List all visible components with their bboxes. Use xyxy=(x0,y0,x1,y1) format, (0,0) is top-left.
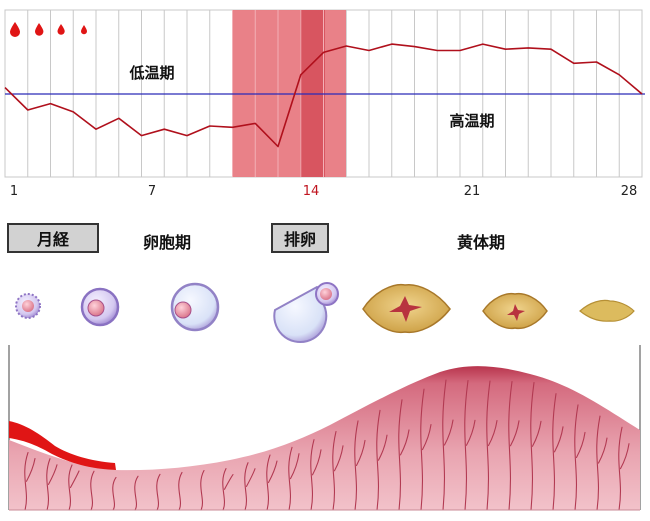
blood-drop-icon xyxy=(10,22,20,37)
vessel xyxy=(90,470,95,511)
vessel xyxy=(46,458,51,511)
vessel-branch xyxy=(553,426,564,453)
vessel xyxy=(398,399,403,511)
vessel xyxy=(332,431,337,511)
vessel xyxy=(266,454,271,511)
vessel xyxy=(486,380,491,511)
low-temperature-label: 低温期 xyxy=(128,64,174,82)
vessel xyxy=(442,379,447,511)
vessel xyxy=(156,473,161,511)
blood-drop-icon xyxy=(81,25,87,35)
vessel-branch xyxy=(575,431,586,459)
vessel xyxy=(222,468,227,511)
vessel-branch xyxy=(69,470,80,489)
vessel-branch xyxy=(289,453,300,480)
vessel xyxy=(112,476,117,511)
vessel-branch xyxy=(443,419,454,446)
vessel-branch xyxy=(465,419,476,446)
menstruation-drop-icons xyxy=(10,22,87,37)
vessel xyxy=(574,404,579,511)
vessel xyxy=(596,415,601,511)
vessel-branch xyxy=(597,437,608,464)
ovary-stages-illustration xyxy=(15,282,635,344)
day-tick-label: 14 xyxy=(303,184,320,199)
corpus-luteum-regressing-icon xyxy=(482,292,548,330)
vessel-branch xyxy=(399,429,410,456)
vessel-branch xyxy=(25,457,36,482)
vessel-branch xyxy=(267,460,278,484)
vessel xyxy=(134,475,139,511)
vessel-branch xyxy=(377,434,388,461)
uterine-lining-illustration xyxy=(8,345,641,511)
vessel-branch xyxy=(355,439,366,467)
vessel xyxy=(618,426,623,511)
vessel-branch xyxy=(531,420,542,447)
menstrual-blood-layer xyxy=(9,421,116,470)
blood-drop-icon xyxy=(35,23,44,36)
primordial-follicle-icon xyxy=(15,293,41,319)
follicular-phase-label: 卵胞期 xyxy=(143,233,192,252)
luteal-phase-label: 黄体期 xyxy=(457,233,506,252)
vessel xyxy=(200,469,205,511)
endometrium-layer xyxy=(9,366,640,510)
vessel xyxy=(244,462,249,511)
vessel xyxy=(508,380,513,511)
basal-temperature-line xyxy=(4,43,643,148)
menstruation-phase-label: 月経 xyxy=(7,223,99,253)
secondary-follicle-icon xyxy=(170,282,220,332)
day-tick-label: 1 xyxy=(10,184,18,199)
day-tick-label: 21 xyxy=(464,184,481,199)
vessel xyxy=(288,446,293,511)
day-tick-label: 7 xyxy=(148,184,156,199)
vessel xyxy=(376,409,381,511)
vessel-branch xyxy=(333,445,344,472)
corpus-luteum-icon xyxy=(362,283,451,334)
vessel xyxy=(530,381,535,511)
vessel xyxy=(24,451,29,511)
vessel-branch xyxy=(245,468,256,487)
day-tick-labels: 1 7 14 21 28 xyxy=(10,184,637,199)
vessel-branch xyxy=(487,419,498,447)
vessel xyxy=(420,388,425,511)
vessel-branch xyxy=(421,424,432,451)
vessel xyxy=(354,420,359,511)
ovulating-follicle-icon xyxy=(273,282,339,344)
vessel xyxy=(310,439,315,511)
vessel-branch xyxy=(509,420,520,447)
high-temperature-label: 高温期 xyxy=(449,112,494,130)
vessel-branch xyxy=(47,464,58,485)
vessel xyxy=(464,380,469,511)
blood-vessels xyxy=(24,379,630,511)
vessel-branch xyxy=(311,449,322,476)
vessel-branch xyxy=(223,474,234,490)
vessel-branch xyxy=(619,443,630,470)
vessel xyxy=(178,471,183,511)
vessel xyxy=(68,464,73,511)
vessel xyxy=(552,393,557,511)
ovulation-phase-label: 排卵 xyxy=(271,223,329,253)
blood-drop-icon xyxy=(57,24,65,35)
temperature-chart: 低温期 高温期 1 7 14 21 28 xyxy=(4,9,645,199)
primary-follicle-icon xyxy=(80,287,120,327)
corpus-albicans-icon xyxy=(579,299,635,322)
day-tick-label: 28 xyxy=(621,184,638,199)
